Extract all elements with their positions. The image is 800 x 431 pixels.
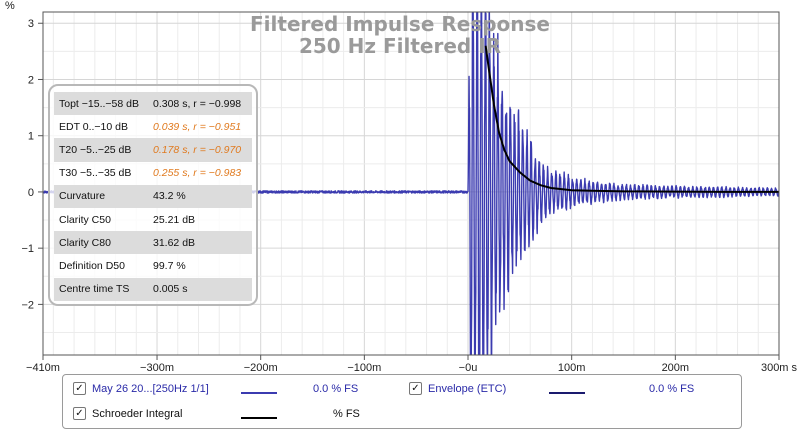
series-2-line: [484, 45, 779, 193]
y-tick-label: −1: [21, 243, 34, 255]
y-tick-label: 1: [28, 131, 34, 143]
x-tick-label: −200m: [244, 362, 278, 372]
stat-row: EDT 0..−10 dB 0.039 s, r = −0.951: [54, 115, 252, 138]
x-tick-label: 300m s: [761, 362, 798, 372]
legend-label: Schroeder Integral: [92, 407, 183, 420]
y-tick-label: 0: [28, 187, 34, 199]
x-tick-label: −300m: [140, 362, 174, 372]
stat-row: Topt −15..−58 dB 0.308 s, r = −0.998: [54, 92, 252, 116]
legend-checkbox[interactable]: ✓: [73, 382, 86, 395]
legend-line-swatch: [241, 417, 277, 419]
y-tick-label: 3: [28, 18, 34, 30]
stat-row: Clarity C50 25.21 dB: [54, 208, 252, 231]
legend-checkbox[interactable]: ✓: [409, 382, 422, 395]
stat-row: Clarity C80 31.62 dB: [54, 231, 252, 255]
stat-value: 0.005 s: [153, 283, 188, 296]
legend: ✓ May 26 20...[250Hz 1/1] 0.0 % FS ✓ Envelop…: [62, 374, 742, 429]
legend-item: ✓ Envelope (ETC): [409, 382, 506, 395]
x-tick-label: −0u: [459, 362, 478, 372]
stat-row: T20 −5..−25 dB 0.178 s, r = −0.970: [54, 138, 252, 162]
stat-label: Clarity C80: [59, 236, 111, 249]
legend-value: 0.0 % FS: [313, 383, 359, 395]
stat-row: Centre time TS 0.005 s: [54, 277, 252, 301]
legend-value: % FS: [333, 408, 360, 420]
stat-label: EDT 0..−10 dB: [59, 120, 128, 133]
chart-subtitle: 250 Hz Filtered IR: [299, 34, 501, 58]
stat-label: Clarity C50: [59, 213, 111, 226]
legend-value: 0.0 % FS: [649, 383, 695, 395]
stat-label: T30 −5..−35 dB: [59, 167, 132, 180]
stat-row: Curvature 43.2 %: [54, 184, 252, 208]
legend-checkbox[interactable]: ✓: [73, 407, 86, 420]
stat-value: 0.255 s, r = −0.983: [153, 167, 242, 180]
y-tick-label: −2: [21, 299, 34, 311]
axis-ticks: −410m −300m −200m −100m −0u 100m 200m 300m s 3 2 1…: [21, 18, 797, 372]
stat-label: Definition D50: [59, 259, 125, 272]
stat-label: Topt −15..−58 dB: [59, 97, 139, 110]
stat-value: 99.7 %: [153, 259, 186, 272]
x-tick-label: −100m: [347, 362, 381, 372]
stat-label: T20 −5..−25 dB: [59, 143, 132, 156]
stat-value: 25.21 dB: [153, 213, 196, 226]
legend-item: ✓ Schroeder Integral: [73, 407, 183, 420]
acoustic-stats-panel: Topt −15..−58 dB 0.308 s, r = −0.998 EDT 0…: [48, 84, 258, 306]
legend-label: May 26 20...[250Hz 1/1]: [92, 382, 209, 395]
x-tick-label: −410m: [26, 362, 60, 372]
legend-line-swatch: [241, 392, 277, 394]
stat-value: 0.308 s, r = −0.998: [153, 97, 242, 110]
stat-value: 0.039 s, r = −0.951: [153, 120, 242, 133]
legend-label: Envelope (ETC): [428, 382, 507, 395]
stat-row: T30 −5..−35 dB 0.255 s, r = −0.983: [54, 162, 252, 185]
stat-value: 31.62 dB: [153, 236, 196, 249]
y-axis-label: %: [5, 0, 15, 12]
stat-label: Centre time TS: [59, 283, 130, 296]
x-tick-label: 100m: [558, 362, 586, 372]
x-tick-label: 200m: [662, 362, 690, 372]
legend-item: ✓ May 26 20...[250Hz 1/1]: [73, 382, 209, 395]
y-tick-label: 2: [28, 74, 34, 86]
stat-value: 43.2 %: [153, 190, 186, 203]
stat-label: Curvature: [59, 190, 106, 203]
chart-title: Filtered Impulse Response: [250, 12, 550, 36]
plot-frame: [42, 11, 780, 356]
stat-row: Definition D50 99.7 %: [54, 254, 252, 277]
legend-line-swatch: [549, 392, 585, 394]
stat-value: 0.178 s, r = −0.970: [153, 143, 242, 156]
